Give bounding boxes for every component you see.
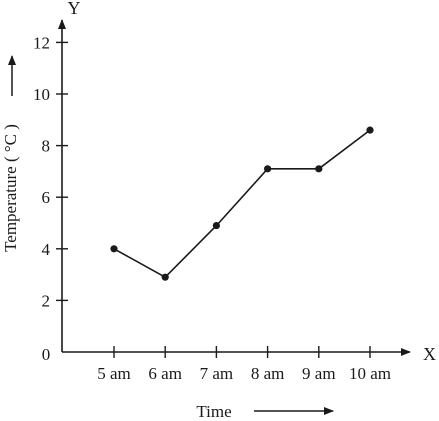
y-tick-label: 6	[42, 188, 51, 207]
series-line	[113, 129, 371, 279]
y-ticks: 2 4 6 8 10 12	[33, 33, 68, 310]
y-tick-label: 8	[42, 137, 51, 156]
y-tick-label: 4	[42, 240, 51, 259]
x-tick-label: 7 am	[200, 364, 234, 383]
x-tick-label: 9 am	[302, 364, 336, 383]
y-tick-label: 12	[33, 33, 50, 52]
origin-label: 0	[42, 345, 51, 364]
data-point	[315, 165, 323, 173]
x-tick-label: 5 am	[97, 364, 131, 383]
data-point	[212, 221, 220, 230]
x-tick-label: 6 am	[148, 364, 182, 383]
x-axis-title: Time	[196, 402, 231, 421]
data-point	[264, 165, 272, 173]
x-axis-name: X	[423, 344, 436, 364]
data-point	[110, 245, 118, 253]
y-axis-title: Temperature ( °C )	[1, 124, 20, 252]
x-ticks: 5 am 6 am 7 am 8 am 9 am 10 am	[97, 346, 391, 383]
x-tick-label: 10 am	[349, 364, 391, 383]
data-point	[366, 126, 374, 134]
series-temperature	[110, 126, 374, 281]
y-axis-name: Y	[68, 0, 81, 18]
y-tick-label: 2	[42, 291, 51, 310]
y-tick-label: 10	[33, 85, 50, 104]
x-tick-label: 8 am	[251, 364, 285, 383]
data-point	[161, 273, 169, 281]
axes	[58, 19, 411, 356]
